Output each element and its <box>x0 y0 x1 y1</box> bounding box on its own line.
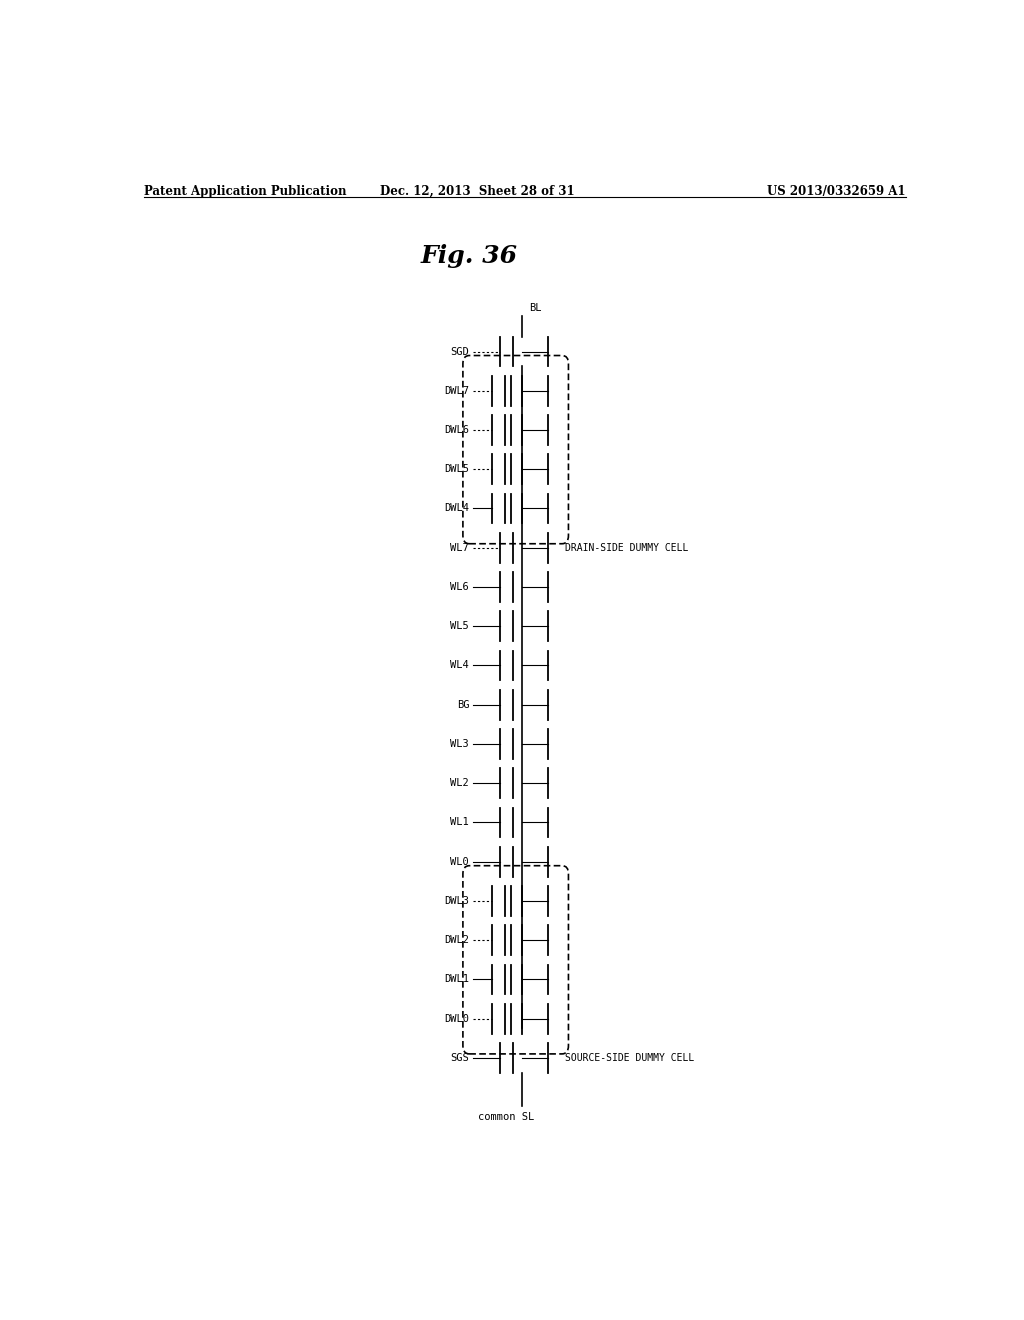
Text: DWL4: DWL4 <box>444 503 469 513</box>
Text: WL0: WL0 <box>451 857 469 867</box>
Text: SGD: SGD <box>451 347 469 356</box>
Text: WL7: WL7 <box>451 543 469 553</box>
Text: Patent Application Publication: Patent Application Publication <box>143 185 346 198</box>
Text: WL5: WL5 <box>451 622 469 631</box>
Text: WL3: WL3 <box>451 739 469 748</box>
Text: WL6: WL6 <box>451 582 469 591</box>
Text: BL: BL <box>528 302 542 313</box>
Text: DWL7: DWL7 <box>444 385 469 396</box>
Text: SGS: SGS <box>451 1053 469 1063</box>
Text: WL2: WL2 <box>451 779 469 788</box>
Text: DRAIN-SIDE DUMMY CELL: DRAIN-SIDE DUMMY CELL <box>565 543 689 553</box>
Text: DWL2: DWL2 <box>444 935 469 945</box>
Text: DWL0: DWL0 <box>444 1014 469 1024</box>
Text: Fig. 36: Fig. 36 <box>421 244 518 268</box>
Text: BG: BG <box>457 700 469 710</box>
Text: SOURCE-SIDE DUMMY CELL: SOURCE-SIDE DUMMY CELL <box>565 1053 694 1063</box>
Text: WL4: WL4 <box>451 660 469 671</box>
Text: DWL3: DWL3 <box>444 896 469 906</box>
Text: WL1: WL1 <box>451 817 469 828</box>
Text: DWL6: DWL6 <box>444 425 469 436</box>
Text: Dec. 12, 2013  Sheet 28 of 31: Dec. 12, 2013 Sheet 28 of 31 <box>380 185 574 198</box>
Text: US 2013/0332659 A1: US 2013/0332659 A1 <box>767 185 905 198</box>
Text: common SL: common SL <box>478 1111 535 1122</box>
Text: DWL5: DWL5 <box>444 465 469 474</box>
Text: DWL1: DWL1 <box>444 974 469 985</box>
